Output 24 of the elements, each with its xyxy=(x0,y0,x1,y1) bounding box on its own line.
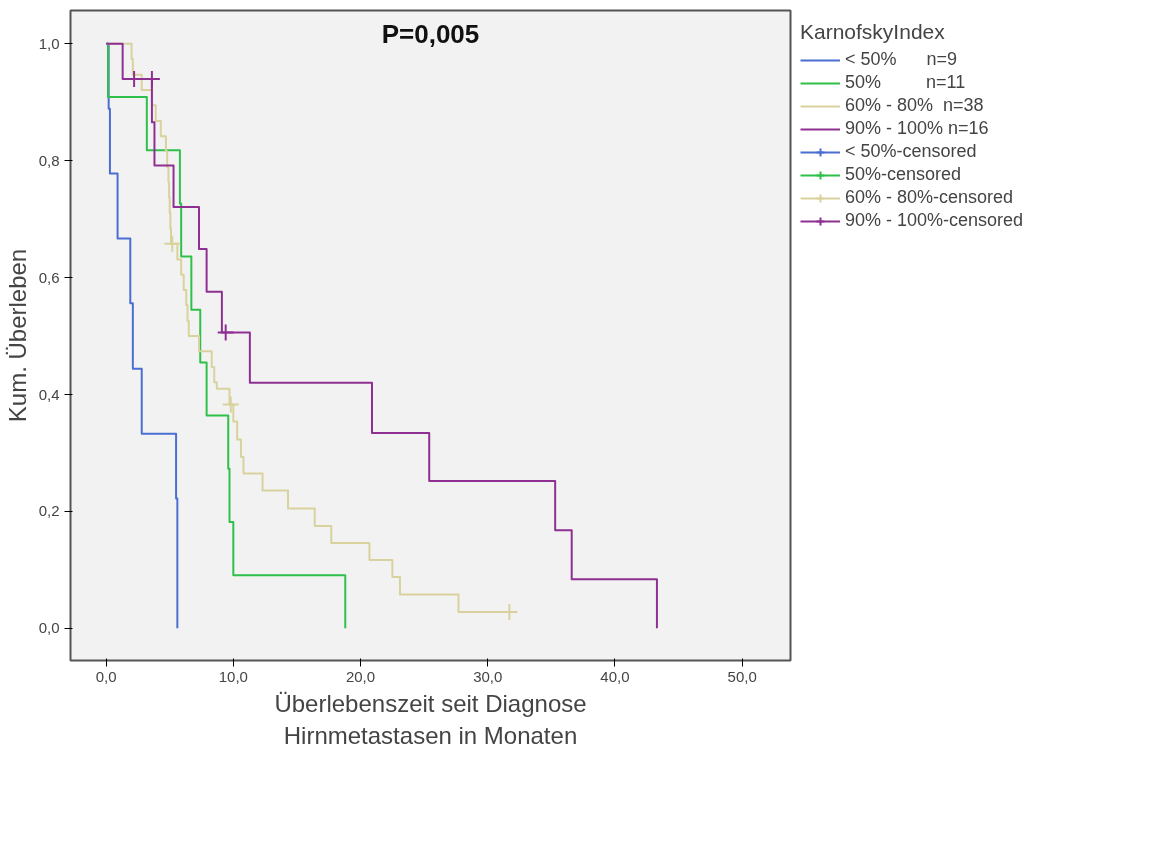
y-tick-label: 0,0 xyxy=(38,619,60,637)
y-tick-label: 1,0 xyxy=(38,34,60,52)
y-tick-label: 0,2 xyxy=(38,502,60,520)
y-axis-title: Kum. Überleben xyxy=(3,248,31,423)
legend-label: < 50% n=9 xyxy=(845,49,958,70)
legend-title: KarnofskyIndex xyxy=(800,20,946,44)
x-axis-title: Überlebenszeit seit Diagnose Hirnmetastasen in Monaten xyxy=(274,689,587,749)
x-tick-label: 40,0 xyxy=(600,667,630,685)
x-tick-label: 50,0 xyxy=(727,667,757,685)
y-tick-label: 0,4 xyxy=(38,385,60,403)
legend-label: 50% n=11 xyxy=(845,72,966,93)
legend-label: < 50%-censored xyxy=(845,141,977,162)
legend-label: 60% - 80% n=38 xyxy=(845,95,984,116)
x-tick-label: 20,0 xyxy=(345,667,376,685)
x-tick-label: 0,0 xyxy=(95,667,117,685)
legend-label: 50%-censored xyxy=(845,164,962,185)
legend-label: 90% - 100% n=16 xyxy=(845,118,989,139)
y-tick-label: 0,6 xyxy=(38,268,60,286)
chart-title: P=0,005 xyxy=(381,18,480,49)
y-tick-label: 0,8 xyxy=(38,151,60,169)
x-tick-label: 10,0 xyxy=(218,667,248,685)
legend-label: 60% - 80%-censored xyxy=(845,187,1014,208)
legend-label: 90% - 100%-censored xyxy=(845,210,1024,231)
x-tick-label: 30,0 xyxy=(473,667,503,685)
